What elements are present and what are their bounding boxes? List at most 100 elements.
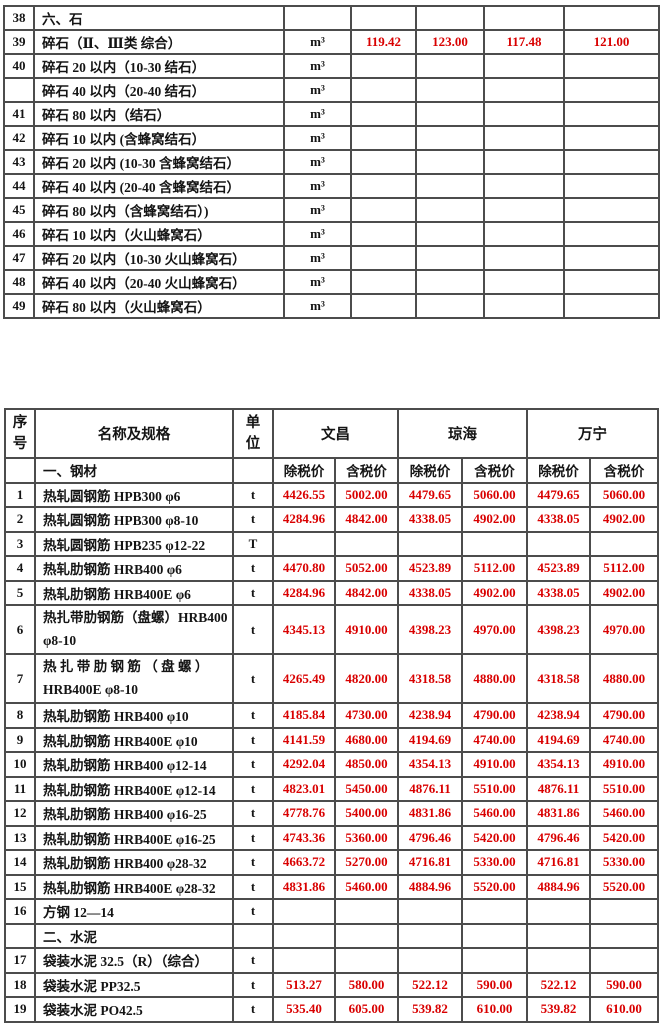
price-cell: 4284.96 — [272, 506, 336, 533]
table-row: 45 碎石 80 以内（含蜂窝结石）) m³ — [3, 197, 660, 223]
price-cell: 4479.65 — [526, 481, 591, 508]
price-cell — [563, 173, 660, 199]
table-row: 二、水泥 — [4, 922, 659, 949]
table-row: 7 热 扎 带 肋 钢 筋 （ 盘 螺 ） HRB400E φ8-10 t 4265.4… — [4, 653, 659, 704]
price-cell: 5330.00 — [589, 849, 659, 876]
price-cell — [461, 922, 528, 949]
unit-cell: t — [232, 702, 274, 729]
price-cell — [334, 530, 399, 557]
row-number-cell — [4, 922, 36, 949]
price-cell — [483, 293, 565, 319]
material-price-table: 序 号 名称及规格 单 位 文昌 琼海 万宁 一、钢材 除税价 含税价 除税价 含税价除… — [4, 408, 659, 1023]
price-cell — [483, 245, 565, 271]
price-cell: 4398.23 — [397, 604, 463, 655]
price-cell — [415, 269, 485, 295]
item-name-cell: 碎石 80 以内（含蜂窝结石）) — [33, 197, 285, 223]
price-cell: 4716.81 — [397, 849, 463, 876]
row-number-cell: 49 — [3, 293, 35, 319]
price-cell: 4141.59 — [272, 726, 336, 753]
price-type-label-cell: 含税价 — [589, 457, 659, 484]
price-cell — [563, 101, 660, 127]
price-cell: 539.82 — [397, 996, 463, 1023]
unit-cell: m³ — [283, 29, 352, 55]
row-number-cell: 12 — [4, 800, 36, 827]
price-cell: 4880.00 — [589, 653, 659, 704]
item-name-cell: 六、石 — [33, 5, 285, 31]
price-cell: 5330.00 — [461, 849, 528, 876]
item-name-line2: HRB400E φ8-10 — [43, 681, 139, 697]
price-cell — [461, 947, 528, 974]
price-cell: 4831.86 — [397, 800, 463, 827]
price-type-label-cell: 含税价 — [461, 457, 528, 484]
price-cell: 5420.00 — [461, 824, 528, 851]
price-cell: 4292.04 — [272, 751, 336, 778]
row-number-cell — [3, 77, 35, 103]
item-name-cell: 碎石 10 以内（火山蜂窝石） — [33, 221, 285, 247]
price-cell: 5450.00 — [334, 775, 399, 802]
price-cell — [415, 125, 485, 151]
price-cell: 5270.00 — [334, 849, 399, 876]
price-cell: 4820.00 — [334, 653, 399, 704]
price-cell: 4842.00 — [334, 506, 399, 533]
price-cell — [397, 922, 463, 949]
price-cell: 4284.96 — [272, 579, 336, 606]
table-row: 40 碎石 20 以内（10-30 结石） m³ — [3, 53, 660, 79]
unit-cell: m³ — [283, 77, 352, 103]
table-row: 11 热轧肋钢筋 HRB400E φ12-14 t 4823.01 5450.00 487… — [4, 775, 659, 802]
price-cell — [461, 898, 528, 925]
price-cell: 4194.69 — [397, 726, 463, 753]
row-number-cell: 11 — [4, 775, 36, 802]
item-name-cell: 热 扎 带 肋 钢 筋 （ 盘 螺 ） HRB400E φ8-10 — [34, 653, 234, 704]
table-row: 38 六、石 — [3, 5, 660, 31]
unit-cell: m³ — [283, 101, 352, 127]
header-unit: 单 位 — [232, 408, 274, 459]
row-number-cell: 1 — [4, 481, 36, 508]
price-cell: 522.12 — [397, 971, 463, 998]
price-cell — [483, 197, 565, 223]
unit-cell: t — [232, 506, 274, 533]
price-cell: 5052.00 — [334, 555, 399, 582]
price-cell: 4318.58 — [397, 653, 463, 704]
price-cell: 610.00 — [461, 996, 528, 1023]
unit-cell — [283, 5, 352, 31]
item-name-cell: 碎石 20 以内（10-30 结石） — [33, 53, 285, 79]
price-cell: 4902.00 — [461, 579, 528, 606]
price-cell — [415, 149, 485, 175]
row-number-cell: 46 — [3, 221, 35, 247]
price-cell: 5420.00 — [589, 824, 659, 851]
price-cell: 4740.00 — [589, 726, 659, 753]
row-number-cell: 43 — [3, 149, 35, 175]
item-name-cell: 碎石（Ⅱ、Ⅲ类 综合） — [33, 29, 285, 55]
price-cell — [334, 947, 399, 974]
price-cell: 4238.94 — [526, 702, 591, 729]
price-cell: 590.00 — [461, 971, 528, 998]
row-number-cell: 5 — [4, 579, 36, 606]
item-name-cell: 热轧圆钢筋 HPB300 φ6 — [34, 481, 234, 508]
price-cell — [350, 101, 417, 127]
price-cell — [350, 173, 417, 199]
item-name-line1: 热 扎 带 肋 钢 筋 （ 盘 螺 ） — [43, 658, 209, 674]
price-cell — [461, 530, 528, 557]
item-name-cell: 碎石 20 以内（10-30 火山蜂窝石） — [33, 245, 285, 271]
price-cell: 5520.00 — [461, 873, 528, 900]
item-name-cell: 热轧圆钢筋 HPB300 φ8-10 — [34, 506, 234, 533]
item-name-cell: 袋装水泥 PO42.5 — [34, 996, 234, 1023]
price-cell: 5510.00 — [589, 775, 659, 802]
price-cell — [563, 53, 660, 79]
price-cell: 4790.00 — [461, 702, 528, 729]
price-cell — [563, 269, 660, 295]
price-cell: 4680.00 — [334, 726, 399, 753]
price-cell: 4185.84 — [272, 702, 336, 729]
unit-cell: m³ — [283, 125, 352, 151]
price-cell: 535.40 — [272, 996, 336, 1023]
item-name-cell: 热轧肋钢筋 HRB400E φ28-32 — [34, 873, 234, 900]
item-name-cell: 热轧肋钢筋 HRB400E φ10 — [34, 726, 234, 753]
item-name-cell: 热轧肋钢筋 HRB400 φ28-32 — [34, 849, 234, 876]
table-row: 41 碎石 80 以内（结石） m³ — [3, 101, 660, 127]
price-cell: 4194.69 — [526, 726, 591, 753]
price-cell: 5460.00 — [334, 873, 399, 900]
price-cell: 4876.11 — [397, 775, 463, 802]
price-cell — [272, 947, 336, 974]
price-cell: 4238.94 — [397, 702, 463, 729]
price-cell: 4902.00 — [589, 579, 659, 606]
